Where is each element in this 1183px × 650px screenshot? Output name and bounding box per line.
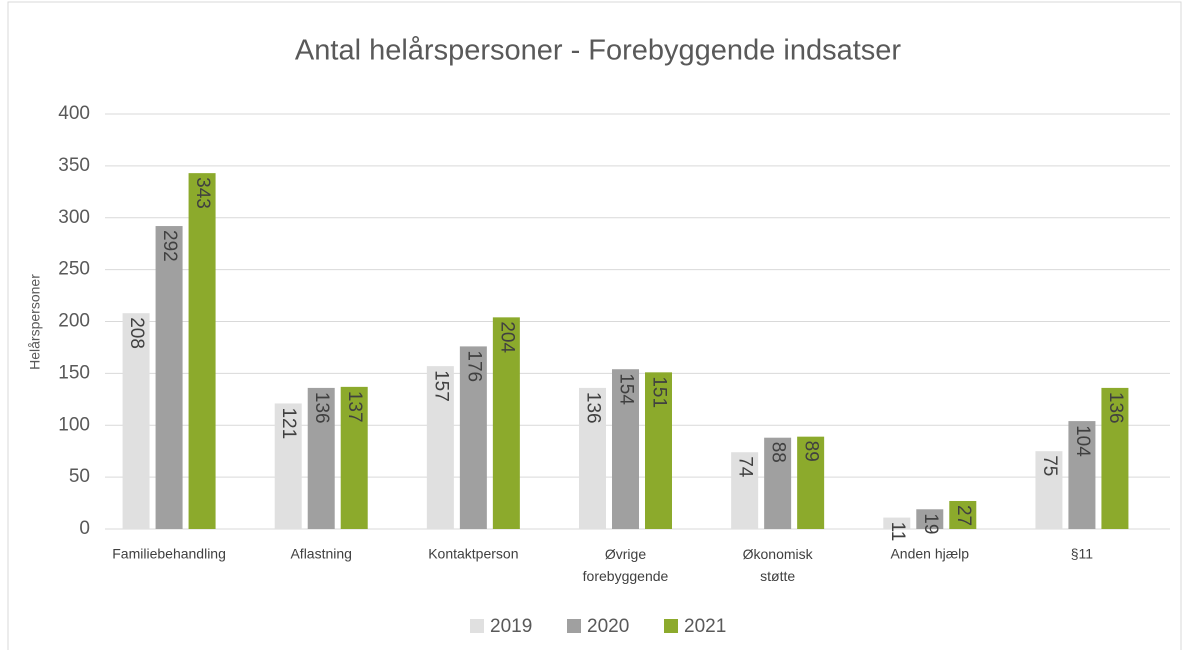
data-label: 74 [735,456,756,478]
bar [916,509,944,529]
data-label: 88 [768,442,789,463]
bar [155,226,183,530]
x-tick-label: Økonomisk støtte [743,546,814,584]
data-label: 151 [648,376,669,408]
x-tick-label: Anden hjælp [890,546,969,562]
data-label: 136 [311,392,332,424]
data-label: 27 [953,505,974,526]
bar [645,372,672,529]
data-label: 137 [344,391,365,423]
data-label: 157 [430,370,451,402]
bar [1068,421,1096,529]
data-label: 104 [1072,425,1093,457]
bar [426,366,454,529]
legend-label: 2019 [490,616,532,637]
bar [307,387,335,529]
y-tick-label: 150 [58,362,90,383]
data-label: 89 [801,441,822,462]
legend-swatch [470,619,484,633]
y-tick-label: 300 [58,207,90,228]
data-label: 136 [1105,392,1126,424]
data-label: 208 [126,317,147,349]
bar [731,452,759,529]
data-label: 11 [887,522,908,542]
bar [459,346,487,529]
bar [764,437,792,529]
bar [1101,387,1129,529]
bar [883,517,911,529]
x-tick-label: Øvrige forebyggende [583,546,669,584]
bar [1035,451,1063,529]
x-tick-label: Kontaktperson [428,546,518,562]
bar [340,386,368,529]
x-tick-label: Familiebehandling [112,546,226,562]
bar [797,436,825,529]
legend-label: 2020 [587,616,629,637]
y-tick-label: 250 [58,259,90,280]
y-tick-label: 200 [58,311,90,332]
legend-swatch [664,619,678,633]
y-tick-label: 50 [69,466,90,487]
legend-swatch [567,619,581,633]
x-tick-label: Aflastning [290,546,351,562]
data-label: 154 [615,373,636,405]
bar [122,313,150,529]
bar [949,500,977,529]
y-tick-label: 350 [58,155,90,176]
data-label: 176 [463,350,484,382]
bar [579,387,606,529]
y-tick-label: 100 [58,414,90,435]
legend-label: 2021 [684,616,726,637]
bar [274,403,302,529]
data-label: 292 [159,230,180,262]
y-tick-label: 400 [58,103,90,124]
data-label: 75 [1039,455,1060,476]
y-tick-label: 0 [79,518,90,539]
bar [612,369,639,529]
x-tick-label: §11 [1071,546,1094,562]
bar [188,173,216,529]
bar [492,317,520,529]
data-label: 204 [496,321,517,353]
data-label: 343 [192,177,213,209]
chart-border [7,1,1182,650]
data-label: 136 [582,392,603,424]
chart-title: Antal helårspersoner - Forebyggende inds… [295,35,901,67]
data-label: 19 [920,513,941,534]
data-label: 121 [278,407,299,439]
y-axis-label: Helårspersoner [27,274,43,370]
